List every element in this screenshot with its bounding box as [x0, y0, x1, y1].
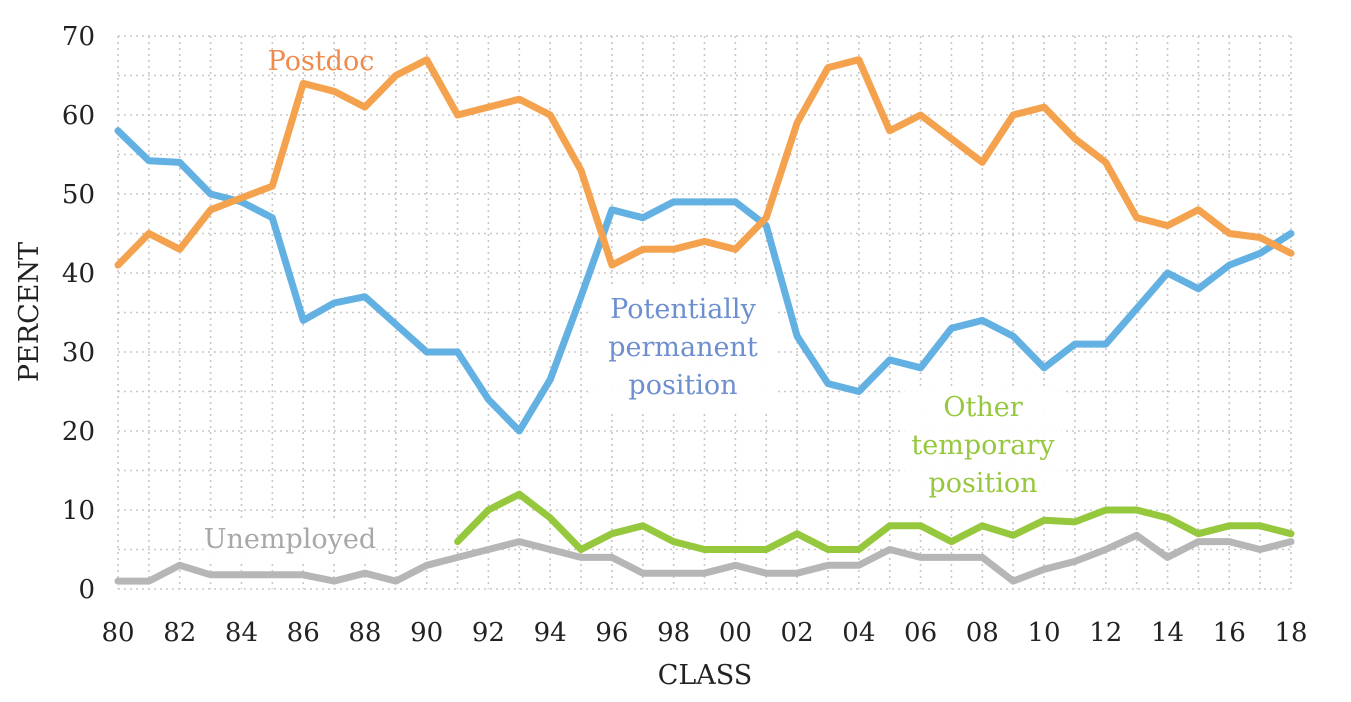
- x-tick-label: 84: [225, 618, 258, 648]
- series-labels: PostdocPotentiallypermanentpositionOther…: [203, 46, 1062, 564]
- x-tick-label: 86: [287, 618, 320, 648]
- series-label-background: [203, 518, 377, 564]
- series-label-background: [904, 386, 1062, 508]
- x-tick-label: 88: [348, 618, 381, 648]
- x-tick-label: 12: [1089, 618, 1122, 648]
- series-line-other-temporary-position: [454, 490, 1295, 553]
- series-line-unemployed: [114, 531, 1295, 585]
- series-label-line: permanent: [608, 332, 758, 363]
- y-tick-label: 60: [62, 101, 95, 131]
- series-label-line: position: [928, 468, 1037, 499]
- series-line-potentially-permanent-position: [114, 127, 1295, 435]
- series-label-postdoc: Postdoc: [268, 46, 375, 77]
- x-tick-label: 08: [966, 618, 999, 648]
- x-tick-label: 98: [657, 618, 690, 648]
- x-tick-label: 92: [472, 618, 505, 648]
- y-tick-label: 70: [62, 22, 95, 52]
- y-tick-label: 10: [62, 496, 95, 526]
- series-label-line: position: [628, 370, 737, 401]
- series-label-unemployed: Unemployed: [203, 518, 377, 564]
- series-label-line: Potentially: [610, 294, 756, 325]
- series-lines: [114, 56, 1295, 585]
- x-tick-label: 96: [595, 618, 628, 648]
- series-label-line: temporary: [911, 430, 1055, 461]
- y-tick-label: 20: [62, 417, 95, 447]
- x-tick-label: 80: [101, 618, 134, 648]
- y-tick-label: 40: [62, 259, 95, 289]
- x-tick-label: 06: [904, 618, 937, 648]
- x-tick-label: 82: [163, 618, 196, 648]
- x-tick-label: 14: [1151, 618, 1184, 648]
- series-label-line: Postdoc: [268, 46, 375, 77]
- x-tick-label: 10: [1028, 618, 1061, 648]
- x-axis-title: CLASS: [658, 660, 753, 691]
- y-axis-ticks: 0 10 20 30 40 50 60 70: [62, 22, 95, 605]
- x-tick-label: 00: [719, 618, 752, 648]
- y-tick-label: 30: [62, 338, 95, 368]
- series-label-line: Other: [943, 392, 1022, 423]
- series-label-other-temporary-position: Other temporary position: [904, 386, 1062, 508]
- series-line-postdoc: [114, 56, 1295, 269]
- y-tick-label: 50: [62, 180, 95, 210]
- x-tick-label: 18: [1274, 618, 1307, 648]
- x-tick-label: 16: [1213, 618, 1246, 648]
- x-axis-ticks: 80 82 84 86 88 90 92 94 96 98 00 02 04 06 08 10 12 14 16 18: [101, 618, 1307, 648]
- x-tick-label: 90: [410, 618, 443, 648]
- x-tick-label: 04: [842, 618, 875, 648]
- series-label-line: Unemployed: [204, 524, 376, 555]
- series-label-background: [588, 288, 778, 410]
- series-label-potentially-permanent-position: Potentially permanent position: [588, 288, 778, 410]
- x-tick-label: 02: [781, 618, 814, 648]
- x-tick-label: 94: [534, 618, 567, 648]
- y-axis-title: PERCENT: [14, 242, 45, 382]
- y-tick-label: 0: [78, 575, 95, 605]
